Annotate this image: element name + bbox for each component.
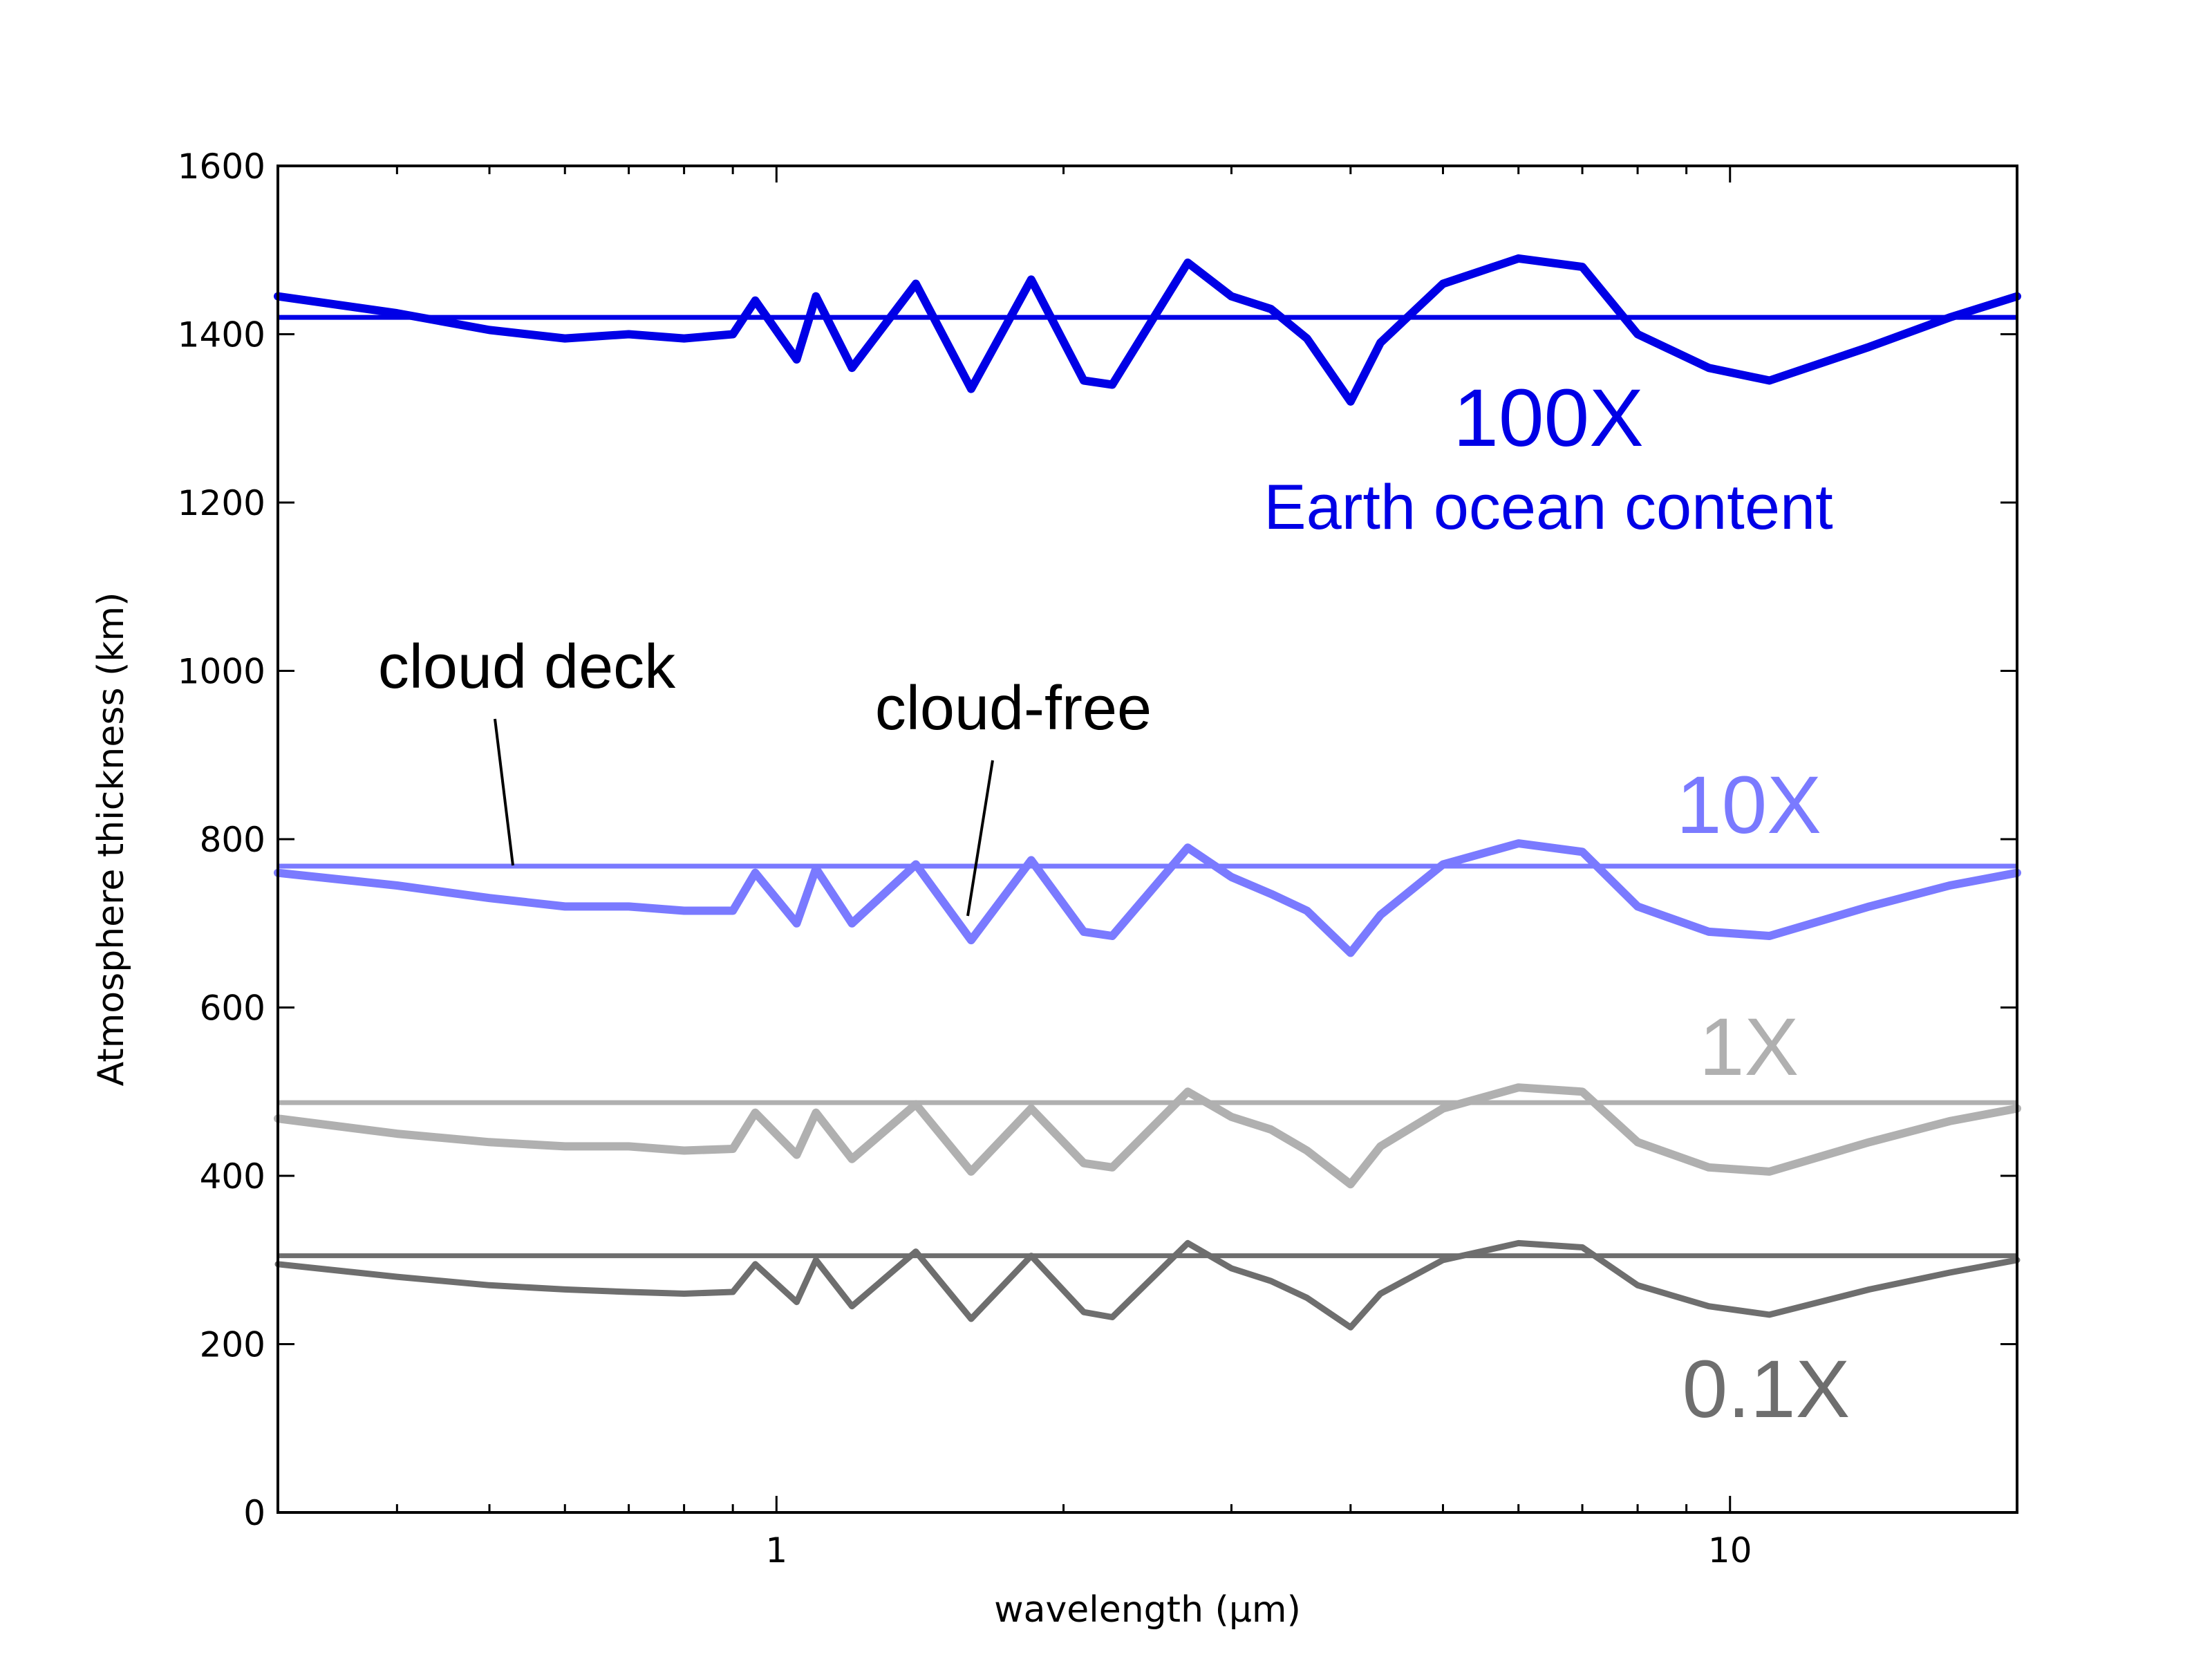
label-1x: 1X (1699, 1002, 1799, 1093)
label-100x: 100X (1453, 373, 1644, 464)
x-tick-label: 1 (765, 1530, 787, 1571)
x-axis-ticks: 1 10 (276, 166, 2018, 1571)
cloud-deck-pointer (494, 718, 514, 866)
y-tick-label: 600 (200, 988, 265, 1029)
y-tick-label: 1600 (178, 147, 265, 187)
series-layer (274, 254, 2021, 1331)
y-tick-label: 0 (243, 1493, 265, 1533)
series-line-100x (274, 254, 2021, 406)
cloud-free-pointer (966, 760, 994, 917)
label-cloud-deck: cloud deck (378, 632, 676, 702)
y-axis-ticks: 0 200 400 600 800 1000 1200 1400 1600 (178, 147, 2017, 1533)
series-line-10x (274, 839, 2021, 957)
y-tick-label: 800 (200, 820, 265, 860)
y-tick-label: 200 (200, 1325, 265, 1365)
x-tick-label: 10 (1708, 1530, 1752, 1571)
y-tick-label: 1400 (178, 315, 265, 355)
label-0-1x: 0.1X (1683, 1344, 1850, 1435)
label-cloud-free: cloud-free (875, 674, 1152, 743)
label-10x: 10X (1676, 760, 1821, 851)
cloud-deck-layer (278, 315, 2017, 1259)
y-axis-label: Atmosphere thickness (km) (91, 592, 132, 1087)
x-axis-label: wavelength (μm) (994, 1589, 1301, 1631)
y-tick-label: 400 (200, 1156, 265, 1197)
y-tick-label: 1200 (178, 483, 265, 523)
y-tick-label: 1000 (178, 652, 265, 692)
series-line-0-1x (274, 1239, 2021, 1331)
series-line-1x (274, 1083, 2021, 1189)
label-earth-ocean-content: Earth ocean content (1264, 472, 1833, 543)
